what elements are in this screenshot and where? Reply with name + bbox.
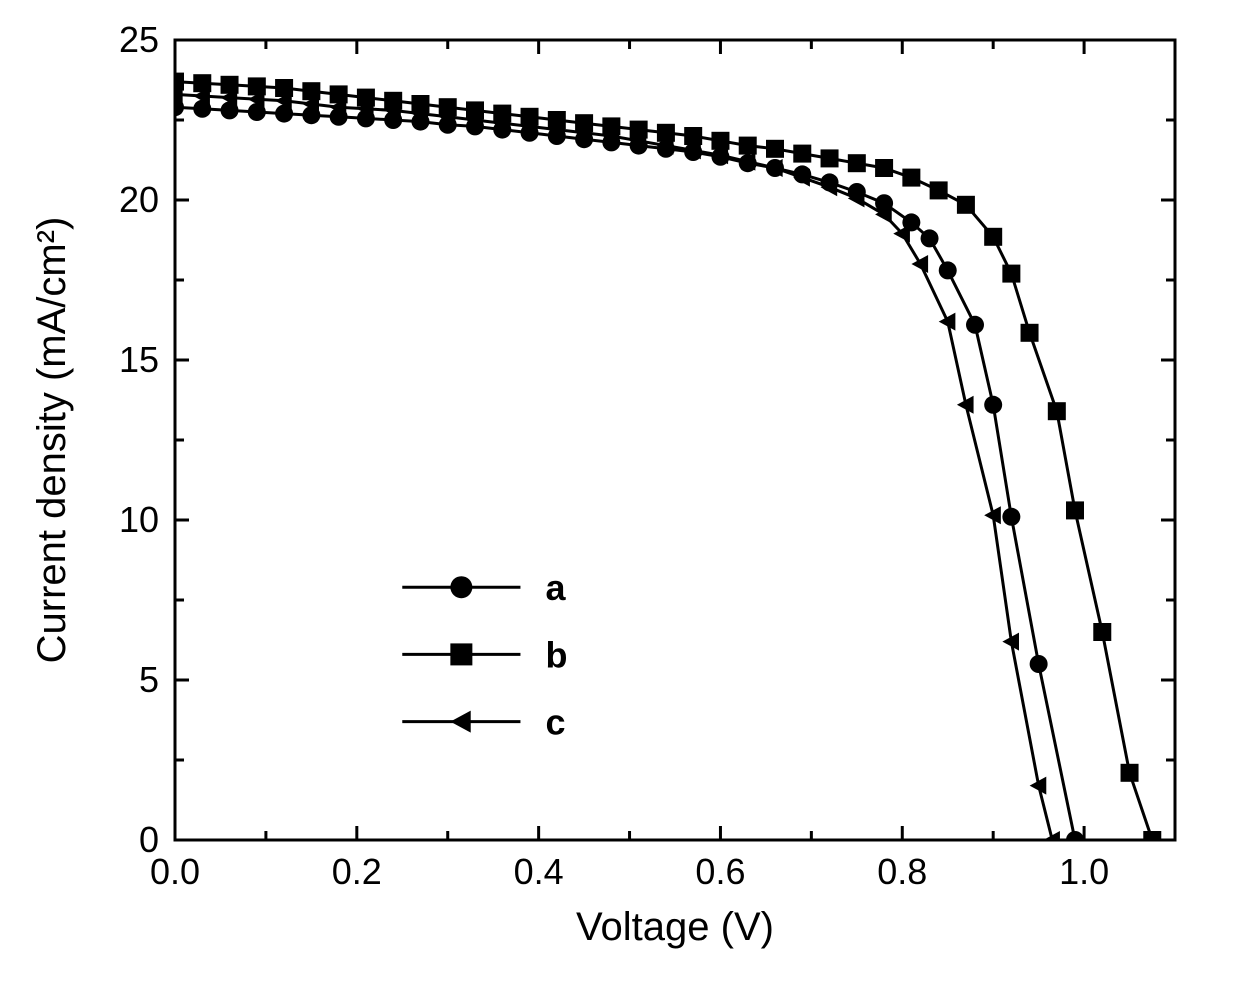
series-b-line (175, 82, 1152, 840)
series-b-markers (166, 73, 1161, 849)
jv-curve-chart: 0.00.20.40.60.81.00510152025Voltage (V)C… (0, 0, 1240, 990)
x-axis-label: Voltage (V) (576, 905, 774, 949)
y-axis-label: Current density (mA/cm²) (30, 217, 74, 664)
x-tick-label: 0.2 (332, 851, 382, 892)
series-c-line (175, 94, 1052, 840)
series-a-markers (166, 98, 1084, 849)
x-tick-label: 0.8 (877, 851, 927, 892)
y-tick-label: 20 (119, 179, 159, 220)
x-tick-label: 0.6 (695, 851, 745, 892)
legend: abc (402, 567, 567, 742)
chart-svg: 0.00.20.40.60.81.00510152025Voltage (V)C… (0, 0, 1240, 990)
y-tick-label: 10 (119, 499, 159, 540)
legend-label-b: b (545, 634, 567, 675)
series-a-line (175, 107, 1075, 840)
series-c-markers (166, 85, 1060, 849)
y-tick-label: 25 (119, 19, 159, 60)
y-tick-label: 15 (119, 339, 159, 380)
y-tick-label: 0 (139, 819, 159, 860)
legend-label-c: c (545, 702, 565, 743)
x-tick-label: 0.4 (514, 851, 564, 892)
y-tick-label: 5 (139, 659, 159, 700)
x-tick-label: 1.0 (1059, 851, 1109, 892)
legend-label-a: a (545, 567, 566, 608)
